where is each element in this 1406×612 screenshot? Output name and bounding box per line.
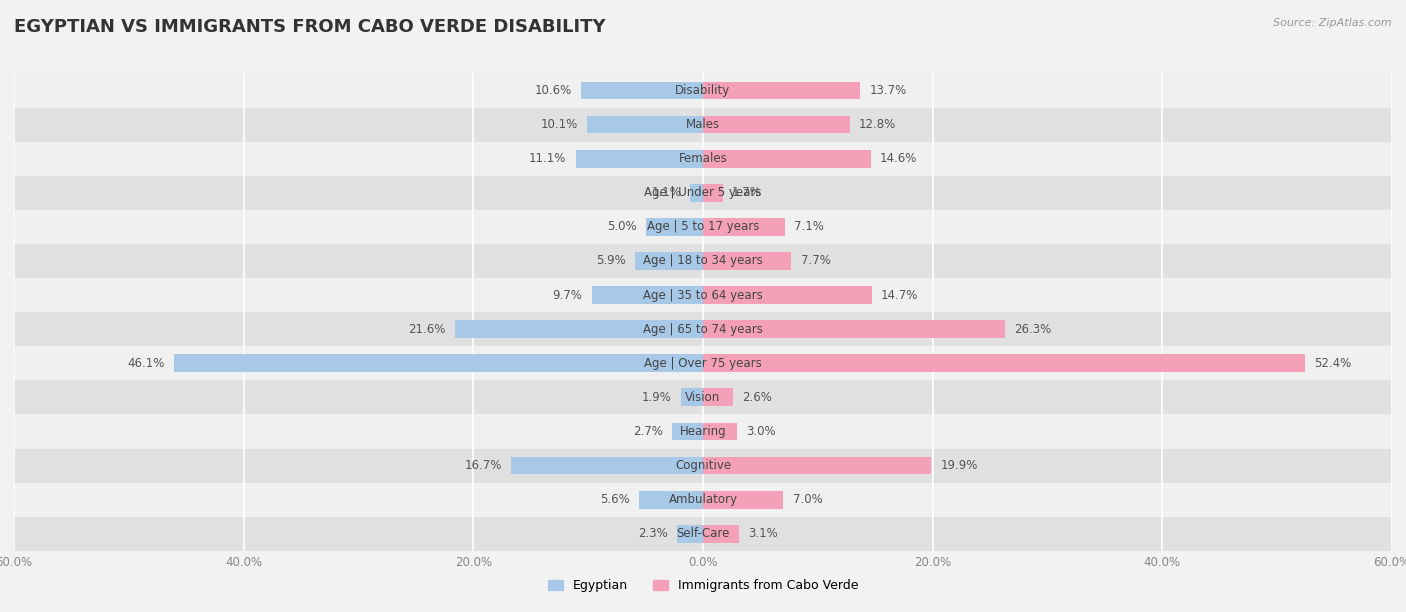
Bar [690,184,703,201]
Text: 2.7%: 2.7% [633,425,662,438]
Text: 52.4%: 52.4% [1313,357,1351,370]
Bar [703,320,1005,338]
Bar [703,525,738,543]
Text: Vision: Vision [685,391,721,404]
Bar [703,423,738,440]
Bar [512,457,703,474]
Text: 46.1%: 46.1% [127,357,165,370]
Bar [703,491,783,509]
Bar [174,354,703,372]
Bar [14,73,1392,108]
Bar [14,278,1392,312]
Text: Self-Care: Self-Care [676,528,730,540]
Text: Age | Under 5 years: Age | Under 5 years [644,186,762,200]
Text: EGYPTIAN VS IMMIGRANTS FROM CABO VERDE DISABILITY: EGYPTIAN VS IMMIGRANTS FROM CABO VERDE D… [14,18,606,36]
Bar [14,483,1392,517]
Bar [575,150,703,168]
Bar [645,218,703,236]
Bar [676,525,703,543]
Bar [703,252,792,270]
Bar [703,286,872,304]
Text: 10.6%: 10.6% [534,84,572,97]
Text: 21.6%: 21.6% [408,323,446,335]
Text: 7.0%: 7.0% [793,493,823,506]
Text: 3.1%: 3.1% [748,528,778,540]
Text: 12.8%: 12.8% [859,118,897,131]
Bar [14,312,1392,346]
Text: Age | Over 75 years: Age | Over 75 years [644,357,762,370]
Bar [703,116,851,133]
Text: Ambulatory: Ambulatory [668,493,738,506]
Text: 7.1%: 7.1% [794,220,824,233]
Bar [14,414,1392,449]
Bar [14,210,1392,244]
Bar [638,491,703,509]
Bar [636,252,703,270]
Bar [592,286,703,304]
Text: Cognitive: Cognitive [675,459,731,472]
Text: 5.9%: 5.9% [596,255,626,267]
Bar [14,141,1392,176]
Bar [588,116,703,133]
Bar [703,389,733,406]
Bar [14,244,1392,278]
Bar [703,81,860,99]
Text: Hearing: Hearing [679,425,727,438]
Bar [14,517,1392,551]
Bar [14,346,1392,380]
Text: Source: ZipAtlas.com: Source: ZipAtlas.com [1274,18,1392,28]
Text: Age | 65 to 74 years: Age | 65 to 74 years [643,323,763,335]
Text: 26.3%: 26.3% [1014,323,1052,335]
Bar [14,108,1392,141]
Text: 16.7%: 16.7% [465,459,502,472]
Text: Age | 5 to 17 years: Age | 5 to 17 years [647,220,759,233]
Text: 7.7%: 7.7% [800,255,831,267]
Text: 5.0%: 5.0% [607,220,637,233]
Bar [456,320,703,338]
Text: 14.7%: 14.7% [882,289,918,302]
Text: 2.6%: 2.6% [742,391,772,404]
Bar [672,423,703,440]
Legend: Egyptian, Immigrants from Cabo Verde: Egyptian, Immigrants from Cabo Verde [548,580,858,592]
Text: 13.7%: 13.7% [869,84,907,97]
Text: 11.1%: 11.1% [529,152,567,165]
Text: 9.7%: 9.7% [553,289,582,302]
Text: Disability: Disability [675,84,731,97]
Bar [703,150,870,168]
Bar [703,218,785,236]
Text: Males: Males [686,118,720,131]
Text: 2.3%: 2.3% [638,528,668,540]
Bar [581,81,703,99]
Bar [681,389,703,406]
Text: 10.1%: 10.1% [540,118,578,131]
Bar [703,354,1305,372]
Bar [14,176,1392,210]
Text: 1.7%: 1.7% [731,186,762,200]
Text: 5.6%: 5.6% [600,493,630,506]
Text: 14.6%: 14.6% [880,152,917,165]
Text: Age | 35 to 64 years: Age | 35 to 64 years [643,289,763,302]
Text: 1.1%: 1.1% [651,186,681,200]
Text: 3.0%: 3.0% [747,425,776,438]
Text: 1.9%: 1.9% [643,391,672,404]
Text: 19.9%: 19.9% [941,459,979,472]
Bar [14,380,1392,414]
Bar [703,457,932,474]
Bar [14,449,1392,483]
Text: Females: Females [679,152,727,165]
Text: Age | 18 to 34 years: Age | 18 to 34 years [643,255,763,267]
Bar [703,184,723,201]
